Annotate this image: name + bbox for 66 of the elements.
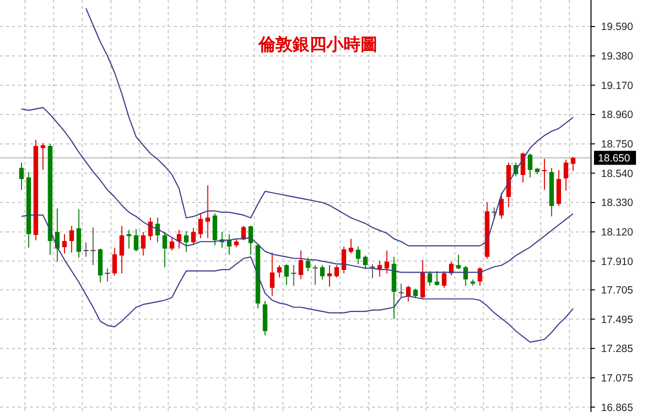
candlestick [463,265,468,286]
candlestick [384,250,390,274]
y-tick-label: 19.590 [601,21,634,34]
candlestick [155,217,160,243]
candlestick [564,159,568,192]
candlestick [570,156,576,172]
candlestick [398,283,404,299]
candlestick [191,227,196,245]
candlestick [284,264,289,286]
y-tick-label: 17.285 [601,343,634,356]
y-tick-label: 17.705 [601,284,634,296]
candlestick [363,255,368,270]
candlestick [290,264,297,286]
candlestick [126,229,132,250]
candlestick [434,270,440,286]
candlestick [298,250,304,280]
candlestick [270,252,275,297]
y-tick-label: 18.960 [601,109,634,122]
candlestick [306,257,310,272]
y-tick-label: 18.330 [601,197,634,210]
candlestick [40,142,46,170]
line-series [85,8,574,246]
candlestick [176,229,182,250]
candlestick [499,192,504,220]
candlestick [478,266,482,286]
text: 倫敦銀四小時圖 [258,35,378,55]
candlestick [241,225,246,241]
y-tick-label: 18.120 [601,226,634,239]
y-tick-label: 16.865 [601,402,634,412]
candlestick [334,264,339,278]
candlestick [170,238,174,252]
candlestick [327,264,332,288]
candlestick [134,228,138,252]
candlestick [140,231,146,256]
y-tick-label: 18.750 [601,138,634,151]
y-tick-label: 17.910 [601,256,634,268]
candlestick [162,231,168,268]
line-series [20,214,574,343]
candlestick [377,260,382,278]
candlestick [348,238,354,254]
candlestick [19,162,24,190]
candlestick [356,246,360,265]
candlestick [119,225,124,274]
candlestick [342,246,346,274]
ref-line-label: 18.650 [598,152,630,164]
candlestick [528,152,532,178]
candlestick [428,270,432,286]
candlestick [198,212,203,239]
candlestick [205,184,210,239]
candlestick [62,234,67,254]
y-tick-label: 18.540 [601,168,634,180]
candlestick [184,230,189,252]
y-tick-label: 19.380 [601,50,634,63]
candlestick [76,208,82,258]
candlestick [277,264,282,278]
candlestick [112,247,117,276]
candlestick [442,270,446,288]
candlestick [406,285,411,302]
y-tick-label: 17.495 [601,314,634,326]
candlestick [148,217,153,241]
y-tick-label: 17.075 [601,372,634,384]
candlestick [69,225,74,254]
y-tick-label: 19.170 [601,80,634,92]
candlestick [320,264,325,280]
candlestick [456,254,461,270]
candlestick [413,288,418,299]
